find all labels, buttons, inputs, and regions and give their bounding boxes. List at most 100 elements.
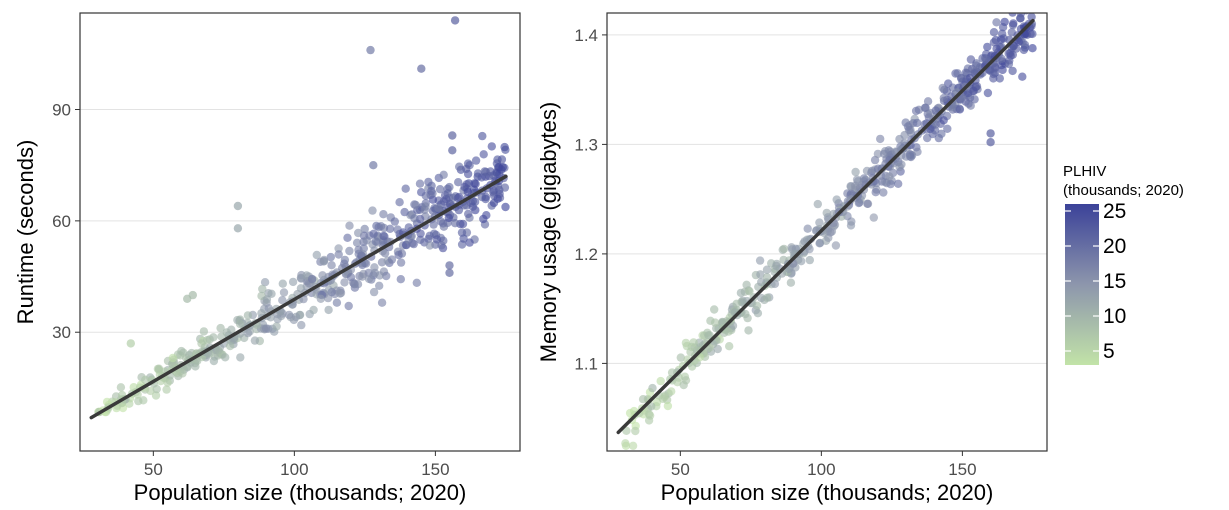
runtime-data-point <box>324 305 333 315</box>
memory-data-point <box>704 331 713 340</box>
runtime-data-point <box>454 178 463 187</box>
memory-data-point <box>913 147 922 156</box>
memory-data-point <box>879 188 888 197</box>
runtime-data-point <box>396 258 406 267</box>
runtime-outlier-point <box>126 339 135 348</box>
memory-x-axis-title: Population size (thousands; 2020) <box>661 480 994 505</box>
runtime-data-point <box>408 238 417 248</box>
runtime-points <box>94 16 510 417</box>
memory-data-point <box>648 383 657 393</box>
runtime-data-point <box>146 386 155 396</box>
runtime-data-point <box>279 288 289 297</box>
memory-data-point <box>744 326 753 335</box>
runtime-data-point <box>500 142 509 152</box>
runtime-data-point <box>395 198 404 207</box>
runtime-data-point <box>316 294 325 303</box>
runtime-outlier-point <box>448 131 457 140</box>
runtime-data-point <box>454 205 464 215</box>
legend-ticks: 25 20 15 10 5 <box>1065 200 1126 363</box>
memory-data-point <box>1019 45 1029 55</box>
runtime-data-point <box>262 295 272 304</box>
runtime-data-point <box>236 353 245 362</box>
memory-data-point <box>1018 72 1027 81</box>
runtime-data-point <box>267 289 276 298</box>
runtime-data-point <box>309 305 318 315</box>
memory-data-point <box>955 104 964 113</box>
memory-data-point <box>943 124 952 133</box>
runtime-data-point <box>141 375 150 384</box>
runtime-data-point <box>489 198 499 208</box>
memory-data-point <box>982 55 991 64</box>
runtime-data-point <box>352 238 362 247</box>
runtime-data-point <box>495 189 504 199</box>
runtime-data-point <box>369 287 379 297</box>
runtime-data-point <box>221 353 230 362</box>
memory-data-point <box>894 179 903 188</box>
legend-label: 25 <box>1103 200 1126 223</box>
runtime-data-point <box>500 183 510 192</box>
legend-label: 20 <box>1103 235 1126 258</box>
memory-data-point <box>912 118 922 128</box>
memory-data-point <box>663 401 673 411</box>
runtime-data-point <box>410 214 419 223</box>
runtime-data-point <box>368 206 377 215</box>
memory-data-point <box>989 28 999 37</box>
memory-data-point <box>786 278 796 287</box>
runtime-data-point <box>465 238 474 247</box>
runtime-data-point <box>404 223 413 232</box>
runtime-data-point <box>345 246 354 256</box>
memory-data-point <box>832 195 841 204</box>
memory-data-point <box>625 408 635 418</box>
memory-panel-border <box>606 12 1048 452</box>
memory-data-point <box>876 134 885 144</box>
runtime-outlier-point <box>445 261 454 270</box>
runtime-panel: 30 60 90 50 100 150 Population size (thousand… <box>13 12 521 505</box>
runtime-data-point <box>346 273 356 282</box>
runtime-data-point <box>177 346 186 356</box>
memory-data-point <box>732 299 741 308</box>
memory-data-point <box>621 439 630 448</box>
memory-data-point <box>689 338 698 347</box>
memory-data-point <box>964 99 973 108</box>
runtime-data-point <box>364 274 374 284</box>
memory-data-point <box>831 241 841 250</box>
runtime-data-point <box>203 336 212 345</box>
runtime-data-point <box>421 202 430 211</box>
memory-data-point <box>869 213 878 222</box>
legend-label: 15 <box>1103 270 1126 293</box>
runtime-data-point <box>257 309 266 318</box>
runtime-x-tick-label: 150 <box>421 460 449 479</box>
memory-data-point <box>862 166 872 176</box>
runtime-data-point <box>390 217 399 226</box>
memory-data-point <box>983 42 992 52</box>
memory-data-point <box>873 149 883 159</box>
memory-data-point <box>725 342 734 351</box>
memory-gridlines <box>607 34 1047 364</box>
legend-title-line1: PLHIV <box>1063 163 1106 180</box>
runtime-data-point <box>438 219 448 228</box>
runtime-data-point <box>478 131 487 141</box>
runtime-outlier-point <box>448 146 457 155</box>
memory-regression-line <box>616 18 1035 435</box>
runtime-data-point <box>216 323 225 333</box>
runtime-data-point <box>345 221 354 230</box>
runtime-data-point <box>434 204 443 213</box>
runtime-data-point <box>497 165 506 174</box>
runtime-data-point <box>334 250 343 259</box>
memory-data-point <box>966 55 976 64</box>
runtime-data-point <box>319 255 329 265</box>
memory-data-point <box>757 277 766 287</box>
runtime-data-point <box>482 211 491 220</box>
runtime-outlier-point <box>445 268 454 277</box>
runtime-data-point <box>209 356 219 366</box>
runtime-data-point <box>243 311 253 320</box>
memory-data-point <box>644 410 654 419</box>
memory-data-point <box>813 199 822 209</box>
memory-data-point <box>998 65 1007 75</box>
runtime-data-point <box>178 369 187 378</box>
memory-data-point <box>772 261 781 271</box>
runtime-data-point <box>312 250 321 260</box>
memory-data-point <box>879 149 889 158</box>
runtime-outlier-point <box>366 45 375 55</box>
runtime-data-point <box>471 179 480 189</box>
